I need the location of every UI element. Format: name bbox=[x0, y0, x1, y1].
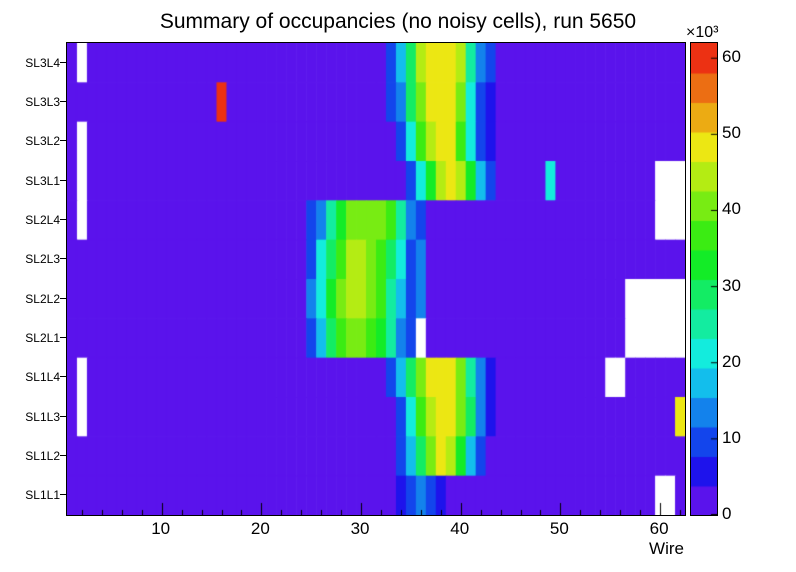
y-axis-tick bbox=[60, 376, 66, 377]
y-axis-tick bbox=[60, 455, 66, 456]
x-axis-title: Wire bbox=[649, 539, 684, 558]
y-axis-label: SL3L4 bbox=[25, 55, 60, 70]
y-axis-label: SL2L3 bbox=[25, 252, 60, 267]
y-axis-tick bbox=[60, 180, 66, 181]
x-tick-label: 10 bbox=[151, 519, 171, 538]
colorbar-exponent-label: ×10³ bbox=[686, 24, 719, 41]
x-tick-label: 50 bbox=[549, 519, 569, 538]
y-axis-tick bbox=[60, 416, 66, 417]
colorbar-tick-label: 30 bbox=[722, 275, 741, 295]
colorbar-tick-label: 60 bbox=[722, 47, 741, 67]
chart-title: Summary of occupancies (no noisy cells),… bbox=[159, 10, 637, 33]
y-axis-label: SL2L2 bbox=[25, 291, 60, 306]
y-axis-tick bbox=[60, 219, 66, 220]
x-tick-label: 40 bbox=[450, 519, 470, 538]
colorbar-tick-label: 50 bbox=[722, 123, 741, 143]
y-axis-tick bbox=[60, 140, 66, 141]
colorbar-tick-label: 0 bbox=[722, 504, 732, 523]
colorbar-tick-label: 10 bbox=[722, 427, 741, 447]
y-axis-label: SL3L1 bbox=[25, 173, 60, 188]
heatmap-canvas bbox=[67, 43, 685, 515]
colorbar-canvas bbox=[691, 43, 717, 515]
plot-frame bbox=[66, 42, 686, 516]
y-axis-tick bbox=[60, 258, 66, 259]
x-tick-label: 30 bbox=[350, 519, 370, 538]
colorbar bbox=[690, 42, 718, 516]
y-axis-label: SL1L3 bbox=[25, 409, 60, 424]
y-axis-label: SL3L2 bbox=[25, 134, 60, 149]
y-axis-tick bbox=[60, 62, 66, 63]
y-axis-tick bbox=[60, 298, 66, 299]
y-axis-tick bbox=[60, 337, 66, 338]
x-tick-label: 20 bbox=[250, 519, 270, 538]
y-axis-label: SL2L4 bbox=[25, 213, 60, 227]
y-axis-label: SL1L1 bbox=[25, 488, 60, 503]
y-axis-label: SL1L2 bbox=[25, 449, 60, 463]
colorbar-tick-label: 40 bbox=[722, 199, 741, 219]
y-axis-label: SL2L1 bbox=[25, 331, 60, 345]
y-axis-tick bbox=[60, 101, 66, 102]
y-axis-label: SL3L3 bbox=[25, 95, 60, 109]
x-tick-label: 60 bbox=[649, 519, 669, 538]
y-axis-tick bbox=[60, 494, 66, 495]
colorbar-tick-label: 20 bbox=[722, 351, 741, 371]
y-axis-label: SL1L4 bbox=[25, 370, 60, 385]
